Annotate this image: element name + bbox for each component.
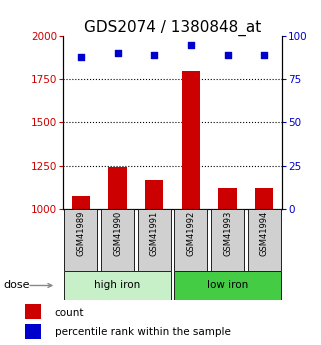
Point: [262, 52, 267, 58]
Bar: [182, 71, 200, 209]
Bar: [108, 167, 127, 209]
Bar: [101, 209, 134, 271]
Bar: [145, 180, 163, 209]
Text: low iron: low iron: [207, 280, 248, 290]
Text: GSM41989: GSM41989: [76, 210, 85, 256]
Bar: [72, 196, 90, 209]
Bar: [248, 209, 281, 271]
Bar: [174, 209, 207, 271]
Bar: [255, 188, 273, 209]
Text: GSM41990: GSM41990: [113, 210, 122, 256]
Bar: [65, 209, 97, 271]
Point: [152, 52, 157, 58]
Text: GSM41992: GSM41992: [187, 210, 195, 256]
Point: [188, 42, 194, 48]
Point: [225, 52, 230, 58]
Bar: [25, 324, 41, 339]
Text: GSM41991: GSM41991: [150, 210, 159, 256]
Bar: [174, 271, 281, 300]
Text: dose: dose: [3, 280, 30, 290]
Text: high iron: high iron: [94, 280, 141, 290]
Bar: [65, 271, 171, 300]
Bar: [211, 209, 244, 271]
Point: [78, 54, 83, 60]
Bar: [218, 188, 237, 209]
Text: GSM41994: GSM41994: [260, 210, 269, 256]
Title: GDS2074 / 1380848_at: GDS2074 / 1380848_at: [84, 20, 261, 36]
Text: count: count: [55, 308, 84, 318]
Text: GSM41993: GSM41993: [223, 210, 232, 256]
Bar: [25, 304, 41, 319]
Bar: [138, 209, 171, 271]
Text: percentile rank within the sample: percentile rank within the sample: [55, 327, 230, 337]
Point: [115, 51, 120, 56]
